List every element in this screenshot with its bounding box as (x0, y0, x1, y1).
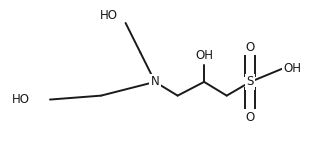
Text: OH: OH (284, 62, 302, 75)
Text: HO: HO (100, 9, 118, 22)
Text: N: N (151, 75, 160, 88)
Text: O: O (246, 111, 255, 124)
Text: O: O (246, 41, 255, 54)
Text: OH: OH (195, 49, 213, 62)
Text: S: S (246, 75, 254, 88)
Text: HO: HO (12, 93, 30, 106)
